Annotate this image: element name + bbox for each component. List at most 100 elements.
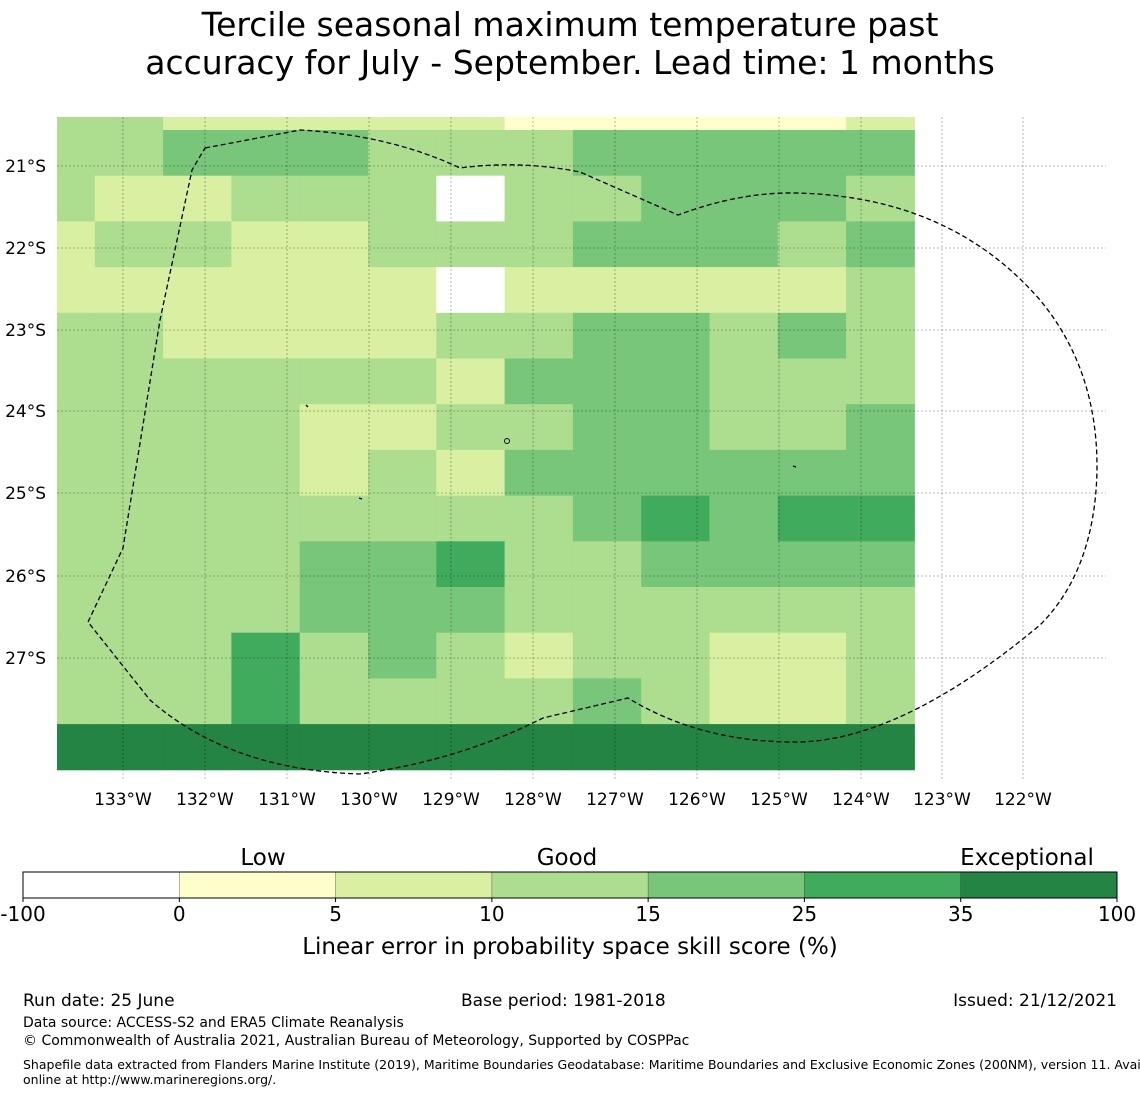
grid-cell (368, 312, 437, 359)
grid-cell (299, 632, 369, 679)
grid-cell (57, 678, 96, 725)
grid-cell (436, 587, 506, 634)
skill-grid (57, 117, 915, 771)
grid-cell (777, 221, 847, 268)
eez-boundary (87, 129, 1098, 775)
latitude-tick-label: 27°S (5, 649, 46, 669)
colorbar: -100 0 5 10 15 25 35 100 Low Good Exceptional L… (0, 845, 1136, 960)
longitude-tick-label: 132°W (176, 790, 234, 810)
latitude-tick-label: 22°S (5, 239, 46, 259)
colorbar-tick-label: 15 (635, 902, 660, 926)
grid-cell (163, 724, 232, 771)
grid-cell (504, 117, 574, 131)
grid-cell (299, 495, 369, 542)
grid-cell (572, 587, 642, 634)
grid-cell (709, 404, 779, 451)
map-gridlines (57, 117, 1106, 780)
grid-cell (57, 587, 96, 634)
grid-cell (368, 678, 437, 725)
grid-cell (57, 267, 96, 314)
grid-cell (641, 175, 710, 222)
grid-cell (94, 312, 164, 359)
grid-cell (299, 117, 369, 131)
grid-cell (57, 632, 96, 679)
grid-cell (299, 312, 369, 359)
grid-cell (163, 587, 232, 634)
grid-cell (368, 404, 437, 451)
grid-cell (709, 678, 779, 725)
grid-cell (231, 221, 301, 268)
grid-cell (572, 221, 642, 268)
grid-cell (777, 724, 847, 771)
grid-cell (709, 358, 779, 405)
island-mark (358, 497, 363, 500)
grid-cell (368, 117, 437, 131)
colorbar-tick-label: 100 (1098, 902, 1136, 926)
grid-cell (299, 175, 369, 222)
grid-cell (641, 541, 710, 588)
grid-cell (709, 312, 779, 359)
grid-cell (94, 267, 164, 314)
grid-cell (57, 404, 96, 451)
grid-cell (57, 495, 96, 542)
grid-cell (231, 724, 301, 771)
grid-cell (709, 587, 779, 634)
latitude-tick-label: 21°S (5, 157, 46, 177)
grid-cell (231, 587, 301, 634)
grid-cell (709, 117, 779, 131)
grid-cell (436, 449, 506, 497)
longitude-tick-label: 124°W (832, 790, 890, 810)
grid-cell (299, 404, 369, 451)
grid-cell (57, 117, 96, 131)
grid-cell (777, 358, 847, 405)
colorbar-tick-label: 25 (792, 902, 817, 926)
longitude-tick-label: 123°W (913, 790, 971, 810)
grid-cell (777, 449, 847, 497)
grid-cell (436, 117, 506, 131)
grid-cell (299, 267, 369, 314)
grid-cell (641, 358, 710, 405)
grid-cell (504, 449, 574, 497)
title-line-1: Tercile seasonal maximum temperature pas… (201, 5, 939, 44)
grid-cell (846, 117, 915, 131)
grid-cell (846, 495, 915, 542)
grid-cell (709, 130, 779, 177)
grid-cell (231, 130, 301, 177)
grid-cell (641, 130, 710, 177)
grid-cell (368, 495, 437, 542)
island-mark (305, 404, 309, 408)
grid-cell (57, 724, 96, 771)
grid-cell (436, 495, 506, 542)
grid-cell (163, 678, 232, 725)
grid-cell (777, 495, 847, 542)
latitude-labels: 21°S 22°S 23°S 24°S 25°S 26°S 27°S (5, 157, 46, 669)
grid-cell (777, 587, 847, 634)
grid-cell (846, 449, 915, 497)
grid-cell (163, 175, 232, 222)
grid-cell (436, 404, 506, 451)
colorbar-segment (179, 872, 336, 898)
grid-cell (572, 117, 642, 131)
colorbar-segment (804, 872, 961, 898)
grid-cell (641, 632, 710, 679)
grid-cell (299, 678, 369, 725)
grid-cell (231, 404, 301, 451)
grid-cell (504, 404, 574, 451)
grid-cell (94, 495, 164, 542)
grid-cell (777, 632, 847, 679)
colorbar-frame (22, 871, 1118, 899)
grid-cell (641, 587, 710, 634)
shapefile-credit-line-1: Shapefile data extracted from Flanders M… (23, 1057, 1140, 1072)
longitude-tick-label: 131°W (258, 790, 316, 810)
grid-cell (299, 358, 369, 405)
grid-cell (641, 267, 710, 314)
grid-cell (231, 541, 301, 588)
grid-cell (57, 449, 96, 497)
grid-cell (94, 404, 164, 451)
grid-cell (94, 587, 164, 634)
grid-cell (846, 541, 915, 588)
grid-cell (504, 724, 574, 771)
grid-cell (504, 587, 574, 634)
grid-cell (368, 724, 437, 771)
